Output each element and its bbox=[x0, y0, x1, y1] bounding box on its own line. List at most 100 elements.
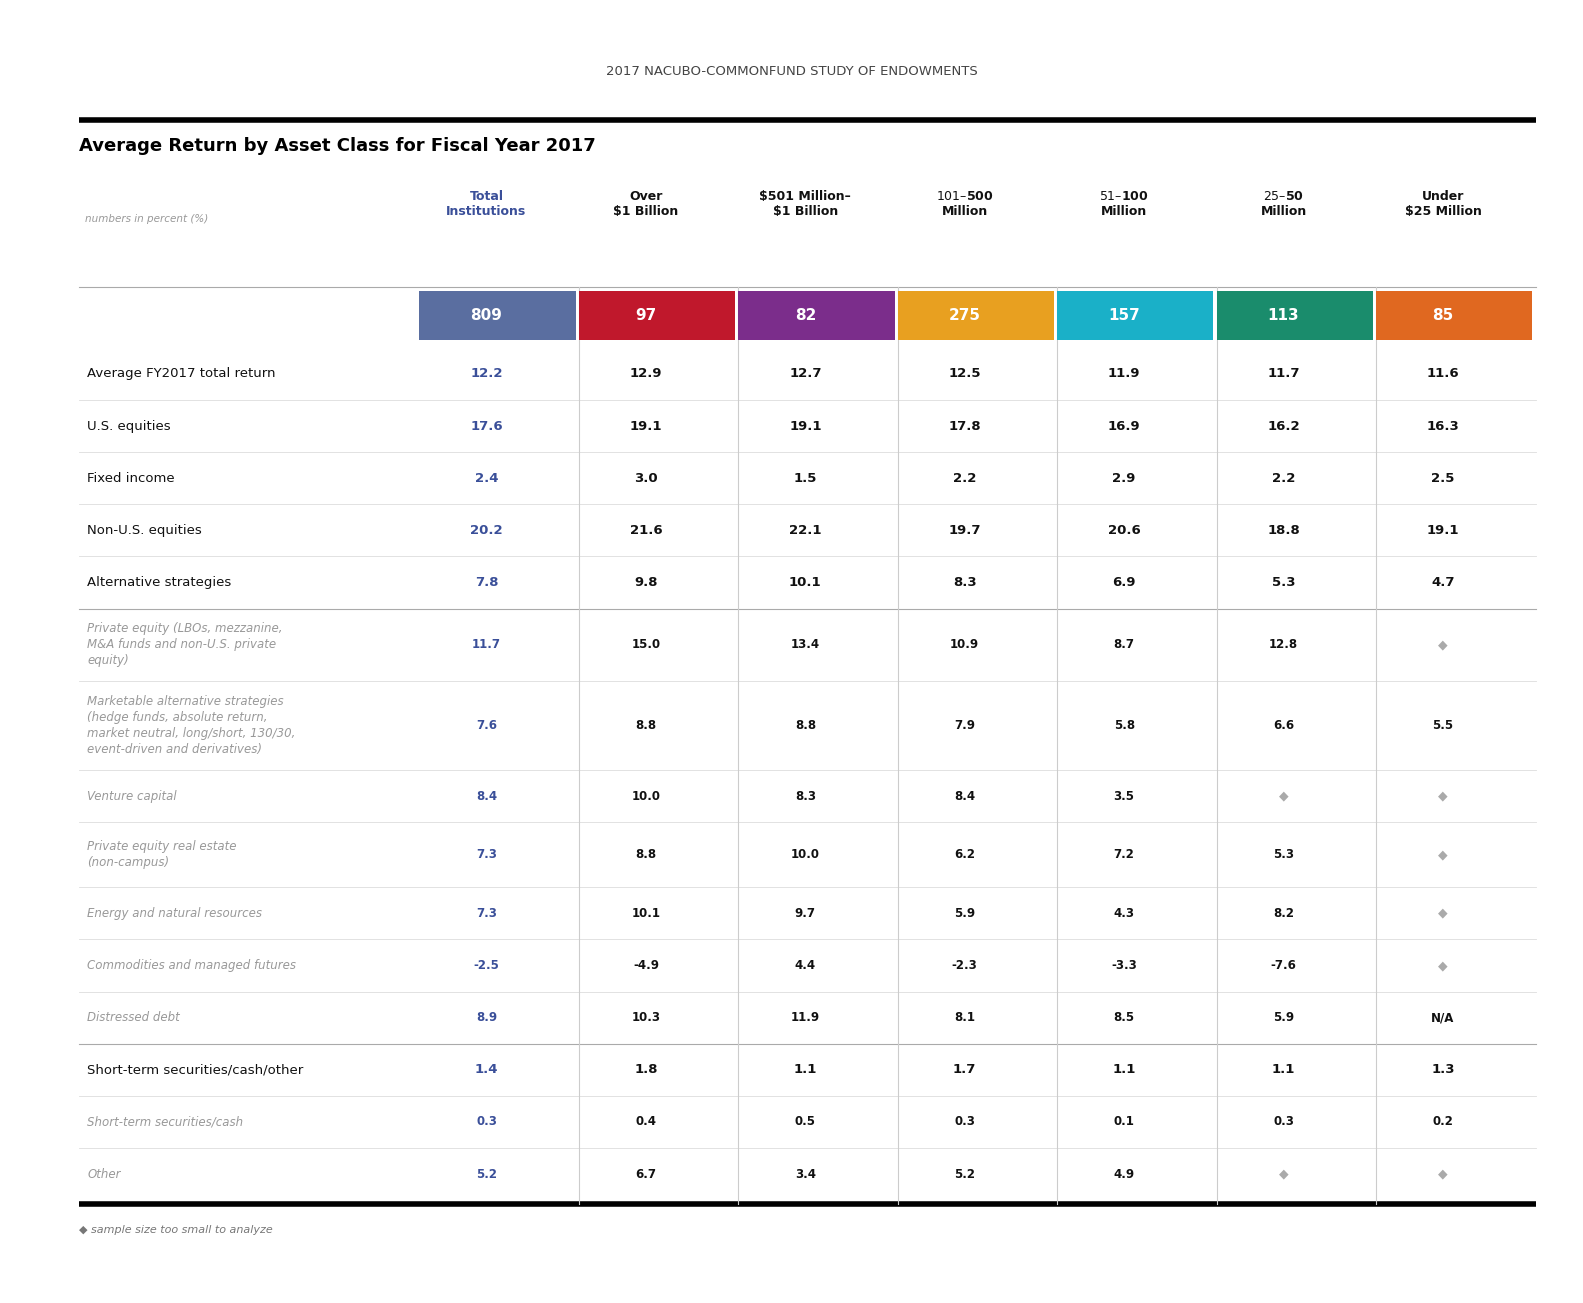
Text: 275: 275 bbox=[948, 308, 981, 323]
Text: 15.0: 15.0 bbox=[632, 638, 660, 652]
Text: 0.2: 0.2 bbox=[1433, 1115, 1453, 1128]
Text: Short-term securities/cash/other: Short-term securities/cash/other bbox=[87, 1063, 304, 1076]
Text: 11.9: 11.9 bbox=[1108, 367, 1140, 380]
Text: Energy and natural resources: Energy and natural resources bbox=[87, 907, 263, 920]
Text: 6.9: 6.9 bbox=[1113, 576, 1137, 589]
Text: Non-U.S. equities: Non-U.S. equities bbox=[87, 524, 201, 537]
Text: Under
$25 Million: Under $25 Million bbox=[1404, 190, 1482, 218]
Text: 8.2: 8.2 bbox=[1273, 907, 1295, 920]
Text: 1.1: 1.1 bbox=[793, 1063, 817, 1076]
Text: -7.6: -7.6 bbox=[1271, 959, 1296, 972]
Text: 10.9: 10.9 bbox=[950, 638, 980, 652]
Text: ◆: ◆ bbox=[1439, 1167, 1448, 1181]
Text: Marketable alternative strategies
(hedge funds, absolute return,
market neutral,: Marketable alternative strategies (hedge… bbox=[87, 696, 296, 756]
Text: ◆: ◆ bbox=[1279, 790, 1289, 803]
Text: 12.5: 12.5 bbox=[948, 367, 981, 380]
Text: 5.5: 5.5 bbox=[1433, 719, 1453, 732]
Text: 85: 85 bbox=[1433, 308, 1453, 323]
Text: $501 Million–
$1 Billion: $501 Million– $1 Billion bbox=[760, 190, 852, 218]
Text: 0.5: 0.5 bbox=[795, 1115, 815, 1128]
Text: 8.8: 8.8 bbox=[635, 719, 657, 732]
Text: ◆: ◆ bbox=[1439, 848, 1448, 861]
Text: 2.4: 2.4 bbox=[475, 472, 499, 485]
Text: 3.0: 3.0 bbox=[635, 472, 657, 485]
Text: ◆ sample size too small to analyze: ◆ sample size too small to analyze bbox=[79, 1225, 272, 1235]
Text: 1.8: 1.8 bbox=[635, 1063, 657, 1076]
Text: Alternative strategies: Alternative strategies bbox=[87, 576, 231, 589]
Text: Average FY2017 total return: Average FY2017 total return bbox=[87, 367, 275, 380]
Text: 97: 97 bbox=[635, 308, 657, 323]
Text: ◆: ◆ bbox=[1439, 638, 1448, 652]
Text: 7.3: 7.3 bbox=[476, 907, 497, 920]
Text: 21.6: 21.6 bbox=[630, 524, 662, 537]
Text: 18.8: 18.8 bbox=[1268, 524, 1300, 537]
Text: 0.3: 0.3 bbox=[955, 1115, 975, 1128]
Text: U.S. equities: U.S. equities bbox=[87, 420, 171, 433]
Text: Over
$1 Billion: Over $1 Billion bbox=[613, 190, 679, 218]
Text: ◆: ◆ bbox=[1439, 959, 1448, 972]
Text: 5.9: 5.9 bbox=[1273, 1011, 1295, 1024]
Text: 8.9: 8.9 bbox=[476, 1011, 497, 1024]
Text: 10.1: 10.1 bbox=[788, 576, 822, 589]
Text: 22.1: 22.1 bbox=[788, 524, 822, 537]
Text: 2017 NACUBO-COMMONFUND STUDY OF ENDOWMENTS: 2017 NACUBO-COMMONFUND STUDY OF ENDOWMEN… bbox=[606, 65, 977, 78]
Text: 5.9: 5.9 bbox=[955, 907, 975, 920]
Text: 10.1: 10.1 bbox=[632, 907, 660, 920]
Text: Short-term securities/cash: Short-term securities/cash bbox=[87, 1115, 244, 1128]
Text: Fixed income: Fixed income bbox=[87, 472, 174, 485]
Text: 0.1: 0.1 bbox=[1114, 1115, 1135, 1128]
Text: 8.8: 8.8 bbox=[635, 848, 657, 861]
Text: -2.3: -2.3 bbox=[951, 959, 978, 972]
Text: Venture capital: Venture capital bbox=[87, 790, 177, 803]
Text: 8.1: 8.1 bbox=[955, 1011, 975, 1024]
Text: ◆: ◆ bbox=[1279, 1167, 1289, 1181]
Text: 9.8: 9.8 bbox=[635, 576, 657, 589]
Text: 7.8: 7.8 bbox=[475, 576, 499, 589]
Text: Average Return by Asset Class for Fiscal Year 2017: Average Return by Asset Class for Fiscal… bbox=[79, 137, 595, 155]
Text: 17.6: 17.6 bbox=[470, 420, 503, 433]
Text: 17.8: 17.8 bbox=[948, 420, 981, 433]
Text: numbers in percent (%): numbers in percent (%) bbox=[85, 214, 209, 224]
Text: 13.4: 13.4 bbox=[792, 638, 820, 652]
Text: 8.7: 8.7 bbox=[1114, 638, 1135, 652]
Text: 6.6: 6.6 bbox=[1273, 719, 1295, 732]
Text: ◆: ◆ bbox=[1439, 907, 1448, 920]
Text: 2.2: 2.2 bbox=[953, 472, 977, 485]
Text: 4.9: 4.9 bbox=[1113, 1167, 1135, 1181]
Text: 19.1: 19.1 bbox=[630, 420, 662, 433]
Text: $25–$50
Million: $25–$50 Million bbox=[1260, 190, 1306, 218]
Text: 11.7: 11.7 bbox=[1268, 367, 1300, 380]
Text: 8.4: 8.4 bbox=[955, 790, 975, 803]
Text: 12.2: 12.2 bbox=[470, 367, 503, 380]
Text: 5.2: 5.2 bbox=[955, 1167, 975, 1181]
Text: 4.3: 4.3 bbox=[1114, 907, 1135, 920]
Text: 113: 113 bbox=[1268, 308, 1300, 323]
Text: $101–$500
Million: $101–$500 Million bbox=[936, 190, 994, 218]
Text: 1.5: 1.5 bbox=[793, 472, 817, 485]
Text: 8.3: 8.3 bbox=[953, 576, 977, 589]
Text: 1.1: 1.1 bbox=[1271, 1063, 1295, 1076]
Text: -2.5: -2.5 bbox=[473, 959, 499, 972]
Text: 3.4: 3.4 bbox=[795, 1167, 815, 1181]
Text: 8.4: 8.4 bbox=[476, 790, 497, 803]
Text: Commodities and managed futures: Commodities and managed futures bbox=[87, 959, 296, 972]
Text: 7.3: 7.3 bbox=[476, 848, 497, 861]
Text: 5.2: 5.2 bbox=[476, 1167, 497, 1181]
Text: -4.9: -4.9 bbox=[633, 959, 659, 972]
Text: 0.3: 0.3 bbox=[1273, 1115, 1293, 1128]
Text: 16.3: 16.3 bbox=[1426, 420, 1460, 433]
Text: 2.2: 2.2 bbox=[1271, 472, 1295, 485]
Text: 157: 157 bbox=[1108, 308, 1140, 323]
Text: 10.3: 10.3 bbox=[632, 1011, 660, 1024]
Text: 8.5: 8.5 bbox=[1113, 1011, 1135, 1024]
Text: 11.9: 11.9 bbox=[792, 1011, 820, 1024]
Text: 19.1: 19.1 bbox=[788, 420, 822, 433]
Text: Distressed debt: Distressed debt bbox=[87, 1011, 180, 1024]
Text: 8.3: 8.3 bbox=[795, 790, 815, 803]
Text: 4.7: 4.7 bbox=[1431, 576, 1455, 589]
Text: 1.1: 1.1 bbox=[1113, 1063, 1137, 1076]
Text: -3.3: -3.3 bbox=[1111, 959, 1137, 972]
Text: 12.8: 12.8 bbox=[1270, 638, 1298, 652]
Text: $51–$100
Million: $51–$100 Million bbox=[1099, 190, 1149, 218]
Text: 6.2: 6.2 bbox=[955, 848, 975, 861]
